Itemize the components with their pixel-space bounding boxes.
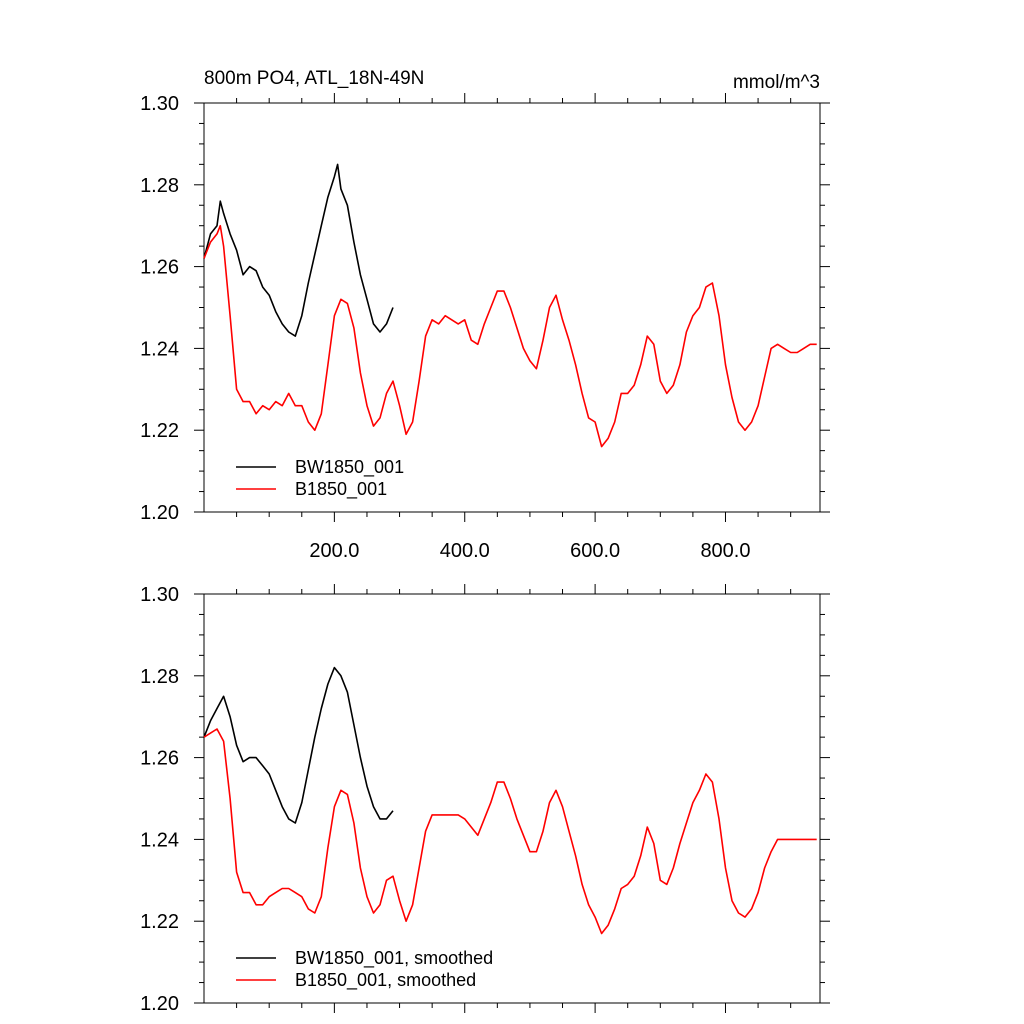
top-ytick-label: 1.30: [140, 93, 179, 115]
bottom-plot-frame: [203, 593, 821, 1004]
top-panel: 800m PO4, ATL_18N-49N mmol/m^3 1.20 1.22 1…: [140, 68, 830, 562]
top-title-right: mmol/m^3: [733, 72, 820, 93]
top-xtick-label: 800.0: [700, 540, 750, 562]
top-series-line-1: [203, 224, 817, 448]
top-xtick-label: 400.0: [440, 540, 490, 562]
top-xtick-label: 600.0: [570, 540, 620, 562]
bottom-ytick-label: 1.22: [140, 911, 179, 933]
top-ytick-label: 1.26: [140, 257, 179, 279]
top-ytick-label: 1.28: [140, 175, 179, 197]
top-legend-label: BW1850_001: [295, 457, 404, 478]
bottom-series-line-1: [203, 728, 817, 935]
bottom-ytick-label: 1.24: [140, 829, 179, 851]
top-plot-frame: [203, 102, 821, 513]
top-legend-label: B1850_001: [295, 479, 387, 500]
bottom-ytick-label: 1.26: [140, 748, 179, 770]
top-ytick-label: 1.22: [140, 420, 179, 442]
top-ytick-label: 1.24: [140, 338, 179, 360]
top-title-left: 800m PO4, ATL_18N-49N: [204, 68, 424, 89]
bottom-legend-label: B1850_001, smoothed: [295, 970, 476, 991]
bottom-series-line-0: [203, 666, 394, 824]
bottom-ytick-label: 1.28: [140, 666, 179, 688]
top-series-line-0: [203, 163, 394, 337]
top-ytick-label: 1.20: [140, 502, 179, 524]
bottom-ytick-label: 1.30: [140, 584, 179, 606]
bottom-panel: 1.20 1.22 1.24 1.26 1.28 1.30 BW1850_001, smoo…: [140, 584, 830, 1015]
bottom-legend-label: BW1850_001, smoothed: [295, 948, 493, 969]
top-xtick-label: 200.0: [309, 540, 359, 562]
bottom-ytick-label: 1.20: [140, 993, 179, 1015]
